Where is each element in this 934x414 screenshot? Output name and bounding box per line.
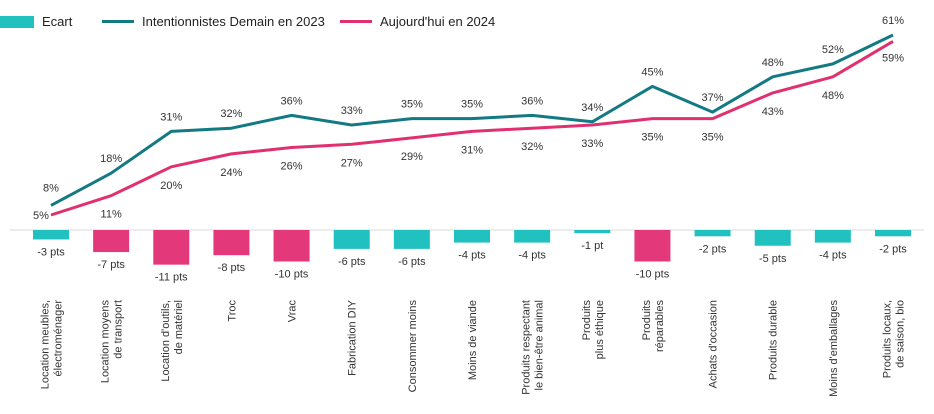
data-label-2023-location-d-outils-de-materiel: 31% xyxy=(160,111,182,123)
data-label-2024-consommer-moins: 29% xyxy=(401,151,423,163)
category-label-troc: Troc xyxy=(226,300,238,322)
data-label-2024-vrac: 26% xyxy=(281,161,303,173)
bar-ecart-produits-respectant-le-bien-etre-animal xyxy=(514,230,551,243)
data-label-2023-vrac: 36% xyxy=(281,95,303,107)
series-line-aujourdhui-2024 xyxy=(50,40,894,217)
legend-label-aujourdhui: Aujourd'hui en 2024 xyxy=(380,14,496,29)
category-label-produits-locaux-de-saison-bio: Produits locaux,de saison, bio xyxy=(882,300,907,378)
data-label-2024-location-d-outils-de-materiel: 20% xyxy=(160,180,182,192)
data-label-2024-achats-d-occasion: 35% xyxy=(702,132,724,144)
bar-ecart-produits-durable xyxy=(754,230,791,246)
bar-ecart-moins-de-viande xyxy=(454,230,490,243)
data-label-2024-produits-plus-ethique: 33% xyxy=(581,138,603,150)
bar-label-moins-de-viande: -4 pts xyxy=(458,250,486,262)
category-label-achats-d-occasion: Achats d'occasion xyxy=(708,300,720,388)
category-label-vrac: Vrac xyxy=(287,300,299,323)
bar-label-location-d-outils-de-materiel: -11 pts xyxy=(155,272,188,284)
bar-label-produits-durable: -5 pts xyxy=(759,253,787,265)
bar-label-moins-d-emballages: -4 pts xyxy=(819,250,847,262)
bar-ecart-produits-plus-ethique xyxy=(574,230,611,234)
legend-item-ecart: Ecart xyxy=(0,14,72,29)
data-label-2023-moins-de-viande: 35% xyxy=(461,99,483,111)
data-label-2024-moins-de-viande: 31% xyxy=(461,144,483,156)
data-label-2024-location-meubles-electromenager: 5% xyxy=(33,210,49,222)
data-label-2023-produits-reparables: 45% xyxy=(641,66,663,78)
bar-label-consommer-moins: -6 pts xyxy=(398,256,426,268)
bar-ecart-troc xyxy=(213,230,250,256)
bar-label-produits-respectant-le-bien-etre-animal: -4 pts xyxy=(518,250,546,262)
legend-swatch-aujourdhui xyxy=(340,20,372,23)
legend-item-aujourdhui: Aujourd'hui en 2024 xyxy=(340,14,495,29)
bar-label-produits-locaux-de-saison-bio: -2 pts xyxy=(879,243,907,255)
bar-ecart-location-moyens-de-transport xyxy=(93,230,130,253)
data-label-2023-produits-durable: 48% xyxy=(762,57,784,69)
bar-ecart-produits-locaux-de-saison-bio xyxy=(875,230,911,237)
bar-label-location-meubles-electromenager: -3 pts xyxy=(37,246,65,258)
bar-ecart-location-meubles-electromenager xyxy=(33,230,69,240)
category-label-location-meubles-electromenager: Location meubles,électroménager xyxy=(40,300,65,390)
category-label-produits-respectant-le-bien-etre-animal: Produits respectantle bien-être animal xyxy=(521,300,546,395)
data-label-2024-location-moyens-de-transport: 11% xyxy=(101,209,122,221)
bar-ecart-location-d-outils-de-materiel xyxy=(153,230,190,265)
category-label-consommer-moins: Consommer moins xyxy=(407,300,419,393)
data-label-2023-location-moyens-de-transport: 18% xyxy=(100,153,122,165)
data-label-2024-produits-reparables: 35% xyxy=(641,132,663,144)
category-label-produits-durable: Produits durable xyxy=(768,300,780,380)
data-label-2023-consommer-moins: 35% xyxy=(401,99,423,111)
data-label-2023-location-meubles-electromenager: 8% xyxy=(43,182,59,194)
data-label-2023-moins-d-emballages: 52% xyxy=(822,44,844,56)
bar-ecart-achats-d-occasion xyxy=(694,230,731,237)
bar-label-fabrication-diy: -6 pts xyxy=(338,256,366,268)
legend-label-ecart: Ecart xyxy=(42,14,73,29)
category-label-produits-reparables: Produitsréparables xyxy=(641,300,666,352)
data-label-2023-produits-locaux-de-saison-bio: 61% xyxy=(882,15,904,27)
data-label-2024-produits-durable: 43% xyxy=(762,106,784,118)
data-label-2024-moins-d-emballages: 48% xyxy=(822,90,844,102)
bar-ecart-produits-reparables xyxy=(634,230,671,262)
bar-label-troc: -8 pts xyxy=(218,262,246,274)
data-label-2023-achats-d-occasion: 37% xyxy=(702,92,724,104)
data-label-2024-troc: 24% xyxy=(220,167,242,179)
data-label-2024-fabrication-diy: 27% xyxy=(341,157,363,169)
series-line-intentionnistes-2023 xyxy=(50,33,894,207)
legend-swatch-intentionnistes xyxy=(102,20,134,23)
data-label-2023-fabrication-diy: 33% xyxy=(341,105,363,117)
data-label-2023-produits-plus-ethique: 34% xyxy=(581,102,603,114)
category-label-moins-de-viande: Moins de viande xyxy=(467,300,479,380)
category-label-location-d-outils-de-materiel: Location d'outils,de matériel xyxy=(160,300,185,382)
bar-ecart-moins-d-emballages xyxy=(814,230,851,243)
bar-label-produits-plus-ethique: -1 pt xyxy=(581,240,603,252)
data-label-2024-produits-respectant-le-bien-etre-animal: 32% xyxy=(521,141,543,153)
data-label-2023-troc: 32% xyxy=(220,108,242,120)
bar-label-achats-d-occasion: -2 pts xyxy=(699,243,727,255)
data-label-2024-produits-locaux-de-saison-bio: 59% xyxy=(882,52,904,64)
bar-ecart-vrac xyxy=(273,230,310,262)
legend-swatch-ecart xyxy=(0,15,34,28)
legend-item-intentionnistes: Intentionnistes Demain en 2023 xyxy=(102,14,325,29)
bar-label-vrac: -10 pts xyxy=(275,269,309,281)
bar-ecart-consommer-moins xyxy=(393,230,430,249)
bar-ecart-fabrication-diy xyxy=(333,230,370,249)
category-label-moins-d-emballages: Moins d'emballages xyxy=(828,300,840,397)
legend-label-intentionnistes: Intentionnistes Demain en 2023 xyxy=(142,14,325,29)
category-label-produits-plus-ethique: Produitsplus éthique xyxy=(581,300,606,360)
category-label-location-moyens-de-transport: Location moyensde transport xyxy=(100,300,125,384)
bar-label-produits-reparables: -10 pts xyxy=(636,269,670,281)
data-label-2023-produits-respectant-le-bien-etre-animal: 36% xyxy=(521,95,543,107)
bar-label-location-moyens-de-transport: -7 pts xyxy=(97,259,125,271)
category-label-fabrication-diy: Fabrication DIY xyxy=(347,299,359,375)
